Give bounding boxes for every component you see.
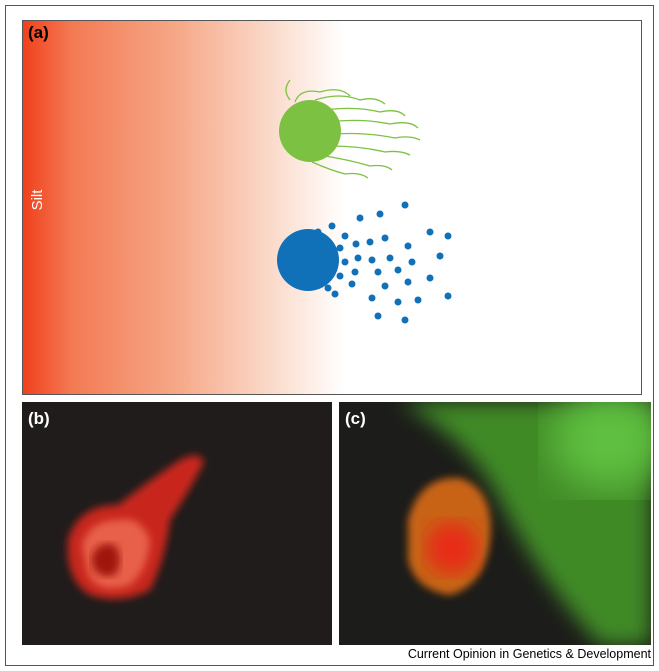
figure: (a) Silt (b) (c) Current Opinion in Gene… xyxy=(0,0,659,671)
panel-label: (a) xyxy=(28,23,49,42)
micrograph xyxy=(22,402,332,645)
panel-a: (a) Silt xyxy=(23,21,642,395)
panel-c: (c) xyxy=(339,390,659,645)
silt-label: Silt xyxy=(29,189,46,211)
secreting-cell xyxy=(277,229,339,291)
panel-frame xyxy=(23,21,642,395)
motile-cell xyxy=(279,100,341,162)
panel-b: (b) xyxy=(22,402,332,645)
panel-label: (c) xyxy=(345,409,366,428)
caption: Current Opinion in Genetics & Developmen… xyxy=(408,647,652,661)
panel-label: (b) xyxy=(28,409,50,428)
